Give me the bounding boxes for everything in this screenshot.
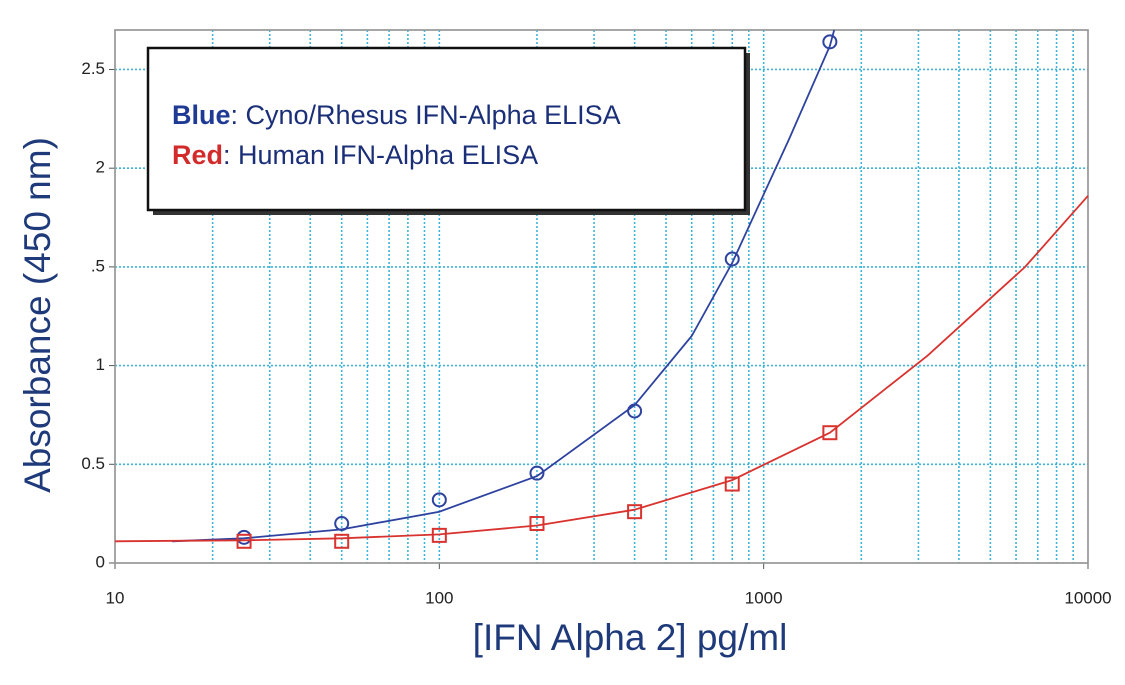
- legend-text: : Cyno/Rhesus IFN-Alpha ELISA: [231, 100, 621, 130]
- x-axis-label: [IFN Alpha 2] pg/ml: [473, 617, 788, 658]
- point: [724, 251, 740, 267]
- y-axis-label: Absorbance (450 nm): [17, 137, 58, 493]
- point: [627, 403, 643, 419]
- point: [431, 492, 447, 508]
- x-tick-label: 100: [425, 588, 453, 607]
- y-tick-label: 0: [96, 552, 105, 571]
- x-tick-label: 1000: [745, 588, 783, 607]
- point: [724, 476, 740, 492]
- fit-curve: [114, 195, 1089, 543]
- point: [236, 533, 252, 549]
- legend-box: [146, 46, 747, 212]
- point: [529, 516, 545, 532]
- y-tick-label: 2: [96, 158, 105, 177]
- point: [334, 533, 350, 549]
- point: [822, 34, 838, 50]
- point: [529, 465, 545, 481]
- plot-frame: [114, 29, 1089, 564]
- y-tick-label: 1: [96, 355, 105, 374]
- y-tick-label: 0.5: [81, 454, 105, 473]
- y-tick-label: 2.5: [81, 59, 105, 78]
- point: [822, 425, 838, 441]
- point: [334, 516, 350, 532]
- point: [627, 504, 643, 520]
- x-tick-label: 10: [106, 588, 125, 607]
- legend-key: Red: [172, 140, 223, 170]
- x-tick-label: 10000: [1064, 588, 1111, 607]
- legend-text: : Human IFN-Alpha ELISA: [223, 140, 538, 170]
- point: [431, 527, 447, 543]
- legend-entry: Blue: Cyno/Rhesus IFN-Alpha ELISA: [172, 100, 621, 130]
- legend-key: Blue: [172, 100, 231, 130]
- legend-entry: Red: Human IFN-Alpha ELISA: [172, 140, 538, 170]
- y-tick-label: .5: [91, 256, 105, 275]
